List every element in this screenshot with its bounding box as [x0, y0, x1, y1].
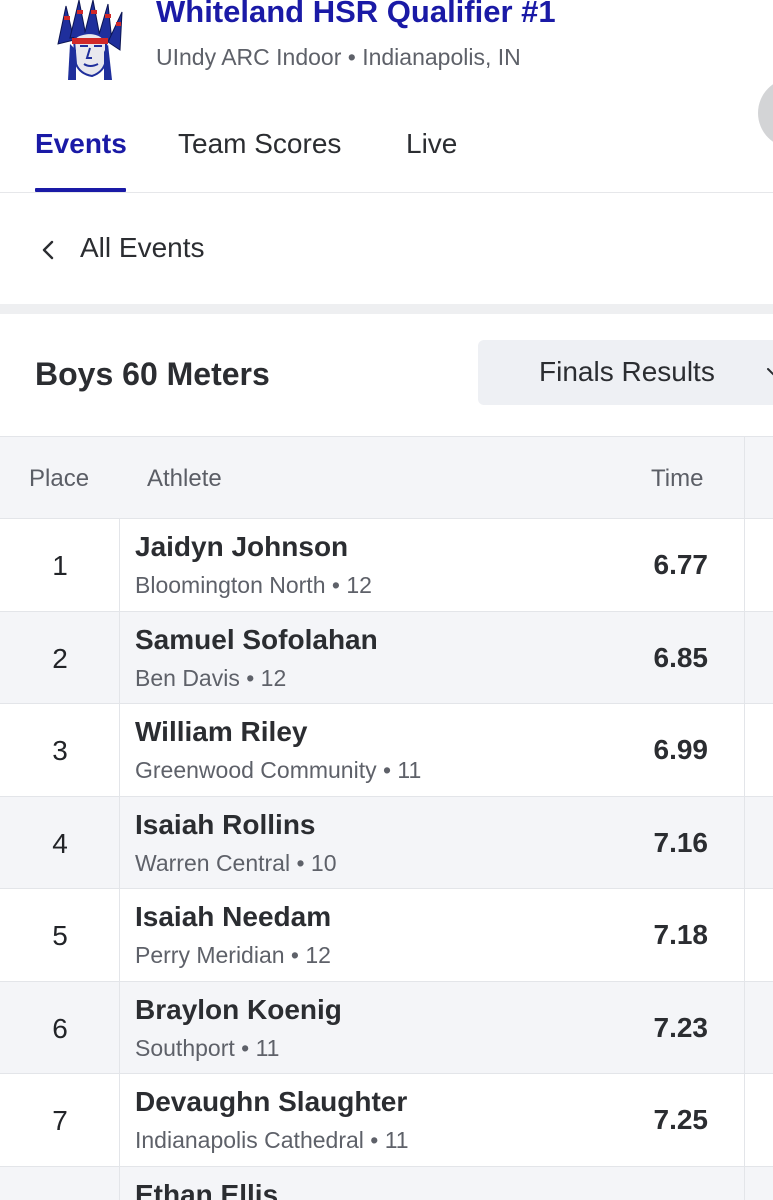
table-row[interactable]: 1 Jaidyn Johnson Bloomington North • 12 … — [0, 519, 773, 612]
table-row[interactable]: 3 William Riley Greenwood Community • 11… — [0, 704, 773, 797]
place-cell: 2 — [52, 642, 68, 674]
meet-location: UIndy ARC Indoor • Indianapolis, IN — [156, 44, 521, 70]
results-table: Place Athlete Time 1 Jaidyn Johnson Bloo… — [0, 436, 773, 1200]
section-divider — [0, 304, 773, 314]
time-cell: 6.85 — [653, 641, 709, 673]
athlete-name[interactable]: Isaiah Rollins — [135, 808, 316, 840]
athlete-team-grade: Indianapolis Cathedral • 11 — [135, 1127, 409, 1153]
place-cell: 7 — [52, 1105, 68, 1136]
results-table-header: Place Athlete Time — [0, 436, 773, 519]
athlete-name[interactable]: Braylon Koenig — [135, 993, 342, 1025]
time-cell: 6.99 — [653, 734, 709, 765]
chevron-left-icon — [42, 240, 54, 260]
meet-header: Whiteland HSR Qualifier #1 UIndy ARC Ind… — [0, 0, 773, 148]
all-events-label: All Events — [80, 232, 205, 263]
warrior-head-logo-icon — [46, 0, 130, 84]
table-row[interactable]: 4 Isaiah Rollins Warren Central • 10 7.1… — [0, 796, 773, 889]
athlete-name[interactable]: Ethan Ellis — [135, 1178, 279, 1200]
time-cell: 7.16 — [653, 826, 709, 858]
floating-action-button[interactable] — [758, 78, 773, 148]
time-cell: 6.77 — [653, 549, 709, 580]
athlete-name[interactable]: Samuel Sofolahan — [135, 623, 378, 655]
time-cell: 7.18 — [653, 919, 709, 950]
athlete-team-grade: Greenwood Community • 11 — [135, 757, 422, 783]
all-events-link[interactable]: All Events — [0, 194, 773, 304]
athlete-team-grade: Ben Davis • 12 — [135, 664, 287, 691]
place-cell: 6 — [52, 1012, 68, 1044]
athlete-name[interactable]: William Riley — [135, 716, 308, 747]
table-row[interactable]: Ethan Ellis — [0, 1166, 773, 1200]
results-rows: 1 Jaidyn Johnson Bloomington North • 12 … — [0, 519, 773, 1200]
place-cell: 1 — [52, 550, 68, 581]
meet-title: Whiteland HSR Qualifier #1 — [156, 0, 556, 29]
athlete-name[interactable]: Jaidyn Johnson — [135, 531, 349, 562]
athlete-name[interactable]: Isaiah Needam — [135, 901, 332, 932]
column-header-athlete[interactable]: Athlete — [147, 465, 222, 492]
time-cell: 7.23 — [653, 1011, 709, 1043]
athlete-team-grade: Perry Meridian • 12 — [135, 942, 331, 968]
chevron-down-icon — [767, 368, 773, 376]
event-title: Boys 60 Meters — [35, 356, 270, 392]
athlete-team-grade: Bloomington North • 12 — [135, 572, 372, 598]
table-row[interactable]: 2 Samuel Sofolahan Ben Davis • 12 6.85 — [0, 611, 773, 704]
athlete-team-grade: Southport • 11 — [135, 1034, 280, 1061]
place-cell: 4 — [52, 827, 68, 859]
athlete-name[interactable]: Devaughn Slaughter — [135, 1086, 408, 1117]
athlete-team-grade: Warren Central • 10 — [135, 849, 337, 876]
column-header-time[interactable]: Time — [651, 465, 704, 492]
table-row[interactable]: 7 Devaughn Slaughter Indianapolis Cathed… — [0, 1074, 773, 1167]
tab-live[interactable]: Live — [406, 128, 458, 159]
tab-team-scores[interactable]: Team Scores — [178, 128, 342, 159]
meet-tabs: Events Team Scores Live — [0, 100, 773, 193]
round-select[interactable]: Finals Results — [478, 340, 773, 405]
table-row[interactable]: 6 Braylon Koenig Southport • 11 7.23 — [0, 981, 773, 1074]
table-row[interactable]: 5 Isaiah Needam Perry Meridian • 12 7.18 — [0, 889, 773, 982]
round-select-value: Finals Results — [539, 356, 715, 387]
active-tab-indicator — [35, 188, 126, 192]
time-cell: 7.25 — [653, 1104, 709, 1135]
column-header-place[interactable]: Place — [29, 465, 90, 492]
place-cell: 3 — [52, 735, 68, 766]
tab-events[interactable]: Events — [35, 128, 127, 159]
place-cell: 5 — [52, 920, 68, 951]
